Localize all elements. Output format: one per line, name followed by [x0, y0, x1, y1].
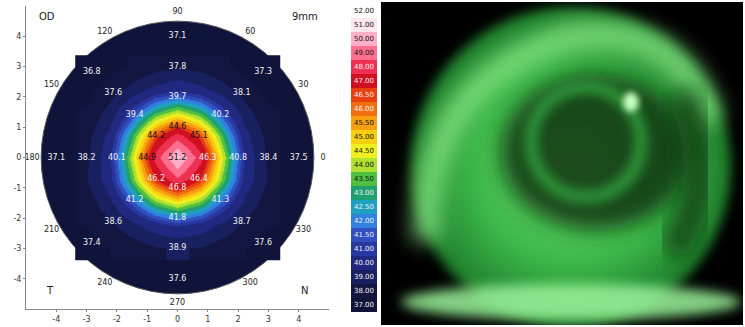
svg-text:120: 120 [97, 27, 112, 36]
svg-text:300: 300 [243, 278, 258, 287]
svg-text:44.9: 44.9 [138, 153, 156, 162]
svg-text:150: 150 [44, 80, 59, 89]
svg-text:0: 0 [16, 153, 21, 162]
svg-text:-2: -2 [13, 214, 21, 223]
svg-text:36.8: 36.8 [83, 67, 101, 76]
html-text:42.50: 42.50 [354, 203, 374, 211]
svg-text:OD: OD [39, 11, 55, 22]
svg-text:270: 270 [170, 298, 185, 307]
svg-text:40.8: 40.8 [229, 153, 247, 162]
svg-text:38.2: 38.2 [78, 153, 96, 162]
svg-text:-4: -4 [13, 275, 21, 284]
svg-text:37.4: 37.4 [83, 238, 101, 247]
svg-text:37.8: 37.8 [169, 62, 187, 71]
svg-text:40.1: 40.1 [108, 153, 126, 162]
svg-text:-3: -3 [13, 244, 21, 253]
html-text:40.00: 40.00 [354, 259, 374, 267]
svg-text:46.3: 46.3 [199, 153, 217, 162]
svg-text:-1: -1 [143, 315, 151, 324]
svg-text:60: 60 [245, 27, 255, 36]
html-text:37.00: 37.00 [354, 301, 374, 309]
html-text:43.50: 43.50 [354, 175, 374, 183]
svg-text:44.2: 44.2 [147, 131, 165, 140]
svg-text:38.9: 38.9 [169, 243, 187, 252]
svg-text:37.3: 37.3 [254, 67, 272, 76]
html-text:49.00: 49.00 [354, 49, 374, 57]
svg-text:37.5: 37.5 [290, 153, 308, 162]
svg-text:4: 4 [296, 315, 301, 324]
svg-text:45.1: 45.1 [190, 131, 208, 140]
html-text:46.00: 46.00 [354, 105, 374, 113]
html-text:52.00: 52.00 [354, 7, 374, 15]
svg-text:2: 2 [236, 315, 241, 324]
html-text:46.50: 46.50 [354, 91, 374, 99]
svg-text:0: 0 [320, 153, 325, 162]
svg-text:37.1: 37.1 [47, 153, 65, 162]
svg-text:3: 3 [266, 315, 271, 324]
html-text:44.50: 44.50 [354, 147, 374, 155]
svg-text:-1: -1 [13, 184, 21, 193]
svg-text:T: T [46, 285, 54, 296]
svg-text:30: 30 [298, 80, 308, 89]
html-text:41.00: 41.00 [354, 245, 374, 253]
html-text:45.50: 45.50 [354, 119, 374, 127]
html-text:47.00: 47.00 [354, 77, 374, 85]
svg-text:44.6: 44.6 [169, 122, 187, 131]
html-text:48.00: 48.00 [354, 63, 374, 71]
svg-text:37.6: 37.6 [104, 88, 122, 97]
svg-text:240: 240 [97, 278, 112, 287]
svg-text:0: 0 [175, 315, 180, 324]
svg-text:4: 4 [16, 32, 21, 41]
html-text:44.00: 44.00 [354, 161, 374, 169]
svg-text:37.6: 37.6 [169, 274, 187, 283]
svg-text:1: 1 [205, 315, 210, 324]
svg-text:-2: -2 [113, 315, 121, 324]
svg-text:37.1: 37.1 [169, 31, 187, 40]
svg-text:9mm: 9mm [292, 11, 318, 22]
svg-text:-3: -3 [83, 315, 91, 324]
svg-text:37.6: 37.6 [254, 238, 272, 247]
html-text:50.00: 50.00 [354, 35, 374, 43]
html-text:38.00: 38.00 [354, 287, 374, 295]
html-text:42.00: 42.00 [354, 217, 374, 225]
svg-text:38.6: 38.6 [104, 217, 122, 226]
svg-text:39.7: 39.7 [169, 92, 187, 101]
svg-text:N: N [301, 285, 308, 296]
svg-text:90: 90 [172, 7, 182, 16]
html-text:51.00: 51.00 [354, 21, 374, 29]
html-text:43.00: 43.00 [354, 189, 374, 197]
svg-text:40.2: 40.2 [211, 110, 229, 119]
svg-text:180: 180 [24, 153, 39, 162]
svg-text:3: 3 [16, 62, 21, 71]
svg-text:46.8: 46.8 [169, 183, 187, 192]
svg-text:41.8: 41.8 [169, 213, 187, 222]
svg-text:2: 2 [16, 93, 21, 102]
html-text:41.50: 41.50 [354, 231, 374, 239]
svg-text:39.4: 39.4 [126, 110, 144, 119]
svg-text:330: 330 [296, 225, 311, 234]
html-text:45.00: 45.00 [354, 133, 374, 141]
html-text:39.00: 39.00 [354, 273, 374, 281]
svg-text:51.2: 51.2 [169, 153, 187, 162]
svg-text:38.7: 38.7 [233, 217, 251, 226]
svg-text:-4: -4 [52, 315, 60, 324]
svg-text:41.3: 41.3 [211, 195, 229, 204]
svg-text:210: 210 [44, 225, 59, 234]
svg-text:38.1: 38.1 [233, 88, 251, 97]
svg-text:1: 1 [16, 123, 21, 132]
svg-text:38.4: 38.4 [259, 153, 277, 162]
svg-text:41.2: 41.2 [126, 195, 144, 204]
svg-text:46.2: 46.2 [147, 174, 165, 183]
svg-text:46.4: 46.4 [190, 174, 208, 183]
